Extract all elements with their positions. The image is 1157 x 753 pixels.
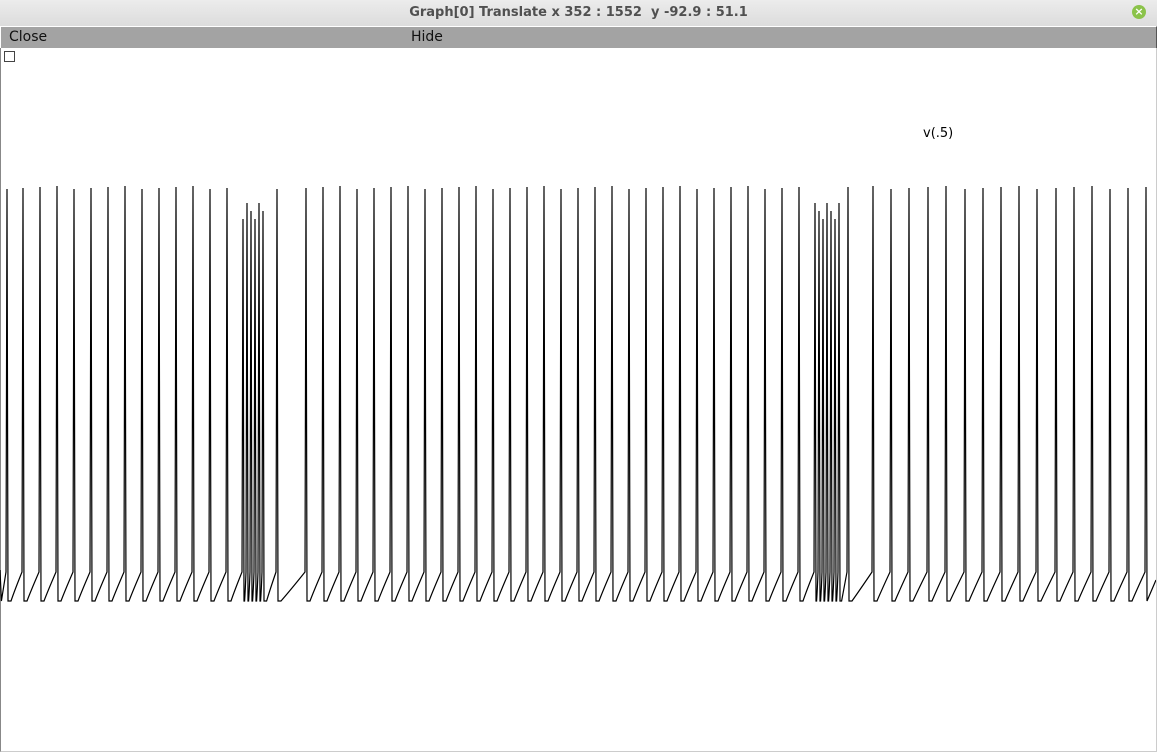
close-window-icon[interactable]: × <box>1132 5 1146 19</box>
keep-lines-checkbox[interactable] <box>4 51 15 62</box>
graph-menubar: Close Hide <box>0 26 1157 49</box>
window-title: Graph[0] Translate x 352 : 1552 y -92.9 … <box>409 5 748 20</box>
close-button[interactable]: Close <box>9 29 48 45</box>
hide-button[interactable]: Hide <box>411 29 443 45</box>
voltage-trace <box>0 185 1156 602</box>
voltage-plot: v(.5) <box>0 126 1156 602</box>
trace-label: v(.5) <box>923 126 953 141</box>
window-titlebar: Graph[0] Translate x 352 : 1552 y -92.9 … <box>0 0 1157 27</box>
voltage-trace-line <box>0 185 1156 602</box>
